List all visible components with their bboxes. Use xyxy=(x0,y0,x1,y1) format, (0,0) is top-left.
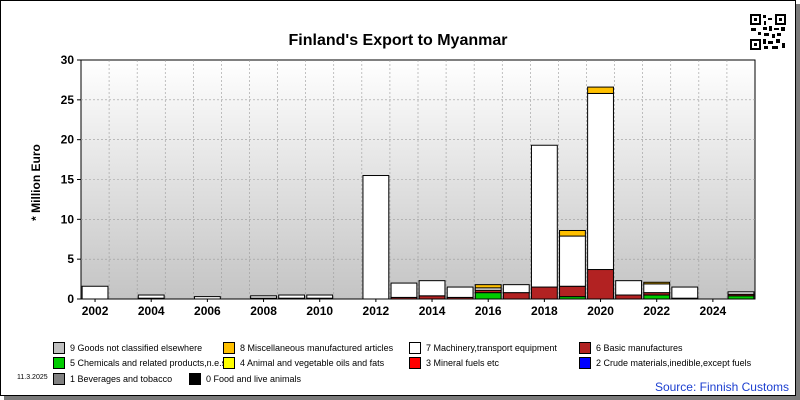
bar-segment xyxy=(587,92,614,271)
bar-segment xyxy=(502,292,530,300)
bar-segment xyxy=(643,281,671,285)
bar-segment xyxy=(559,235,586,287)
bar-segment xyxy=(587,86,614,94)
y-tick-label: 15 xyxy=(61,173,75,187)
y-tick-label: 5 xyxy=(67,252,74,266)
bar-segment xyxy=(671,286,699,299)
bar-segment xyxy=(615,294,643,300)
x-tick-label: 2024 xyxy=(700,304,727,318)
y-tick-label: 0 xyxy=(67,292,74,306)
bar-segment xyxy=(418,280,446,297)
x-tick-label: 2020 xyxy=(587,304,614,318)
bar-segment xyxy=(615,280,643,296)
bar-segment xyxy=(390,282,418,298)
x-tick-label: 2002 xyxy=(82,304,109,318)
y-tick-label: 25 xyxy=(61,93,75,107)
y-axis-label: * Million Euro xyxy=(29,144,43,221)
bar-segment xyxy=(250,295,277,299)
x-tick-label: 2022 xyxy=(643,304,670,318)
x-tick-label: 2016 xyxy=(475,304,502,318)
y-tick-label: 30 xyxy=(61,53,75,67)
y-tick-label: 20 xyxy=(61,133,75,147)
bar-segment xyxy=(530,144,558,288)
x-tick-label: 2018 xyxy=(531,304,558,318)
bar-segment xyxy=(362,175,390,300)
bar-segment xyxy=(530,286,558,300)
source-note: Source: Finnish Customs xyxy=(654,380,789,394)
bar-segment xyxy=(727,291,755,295)
bar-segment xyxy=(587,269,614,300)
x-tick-label: 2012 xyxy=(363,304,390,318)
bar-segment xyxy=(643,294,671,300)
bar-segment xyxy=(193,296,221,300)
x-tick-label: 2004 xyxy=(138,304,165,318)
bar-segment xyxy=(474,284,502,289)
x-tick-label: 2008 xyxy=(250,304,277,318)
x-tick-label: 2014 xyxy=(419,304,446,318)
bar-segment xyxy=(278,294,306,299)
x-tick-label: 2006 xyxy=(194,304,221,318)
x-tick-label: 2010 xyxy=(306,304,333,318)
update-date: 11.3.2025 xyxy=(17,374,48,381)
bar-segment xyxy=(502,284,530,294)
chart-title: Finland's Export to Myanmar xyxy=(288,32,508,49)
bar-segment xyxy=(559,285,586,298)
bar-segment xyxy=(446,286,474,298)
bar-segment xyxy=(559,229,586,237)
bar-segment xyxy=(137,294,165,299)
y-tick-label: 10 xyxy=(61,212,75,226)
bar-segment xyxy=(643,283,671,294)
bar-segment xyxy=(81,285,109,300)
bar-segment xyxy=(306,294,334,299)
qr-code-icon xyxy=(749,13,787,51)
bar-segment xyxy=(474,292,502,300)
